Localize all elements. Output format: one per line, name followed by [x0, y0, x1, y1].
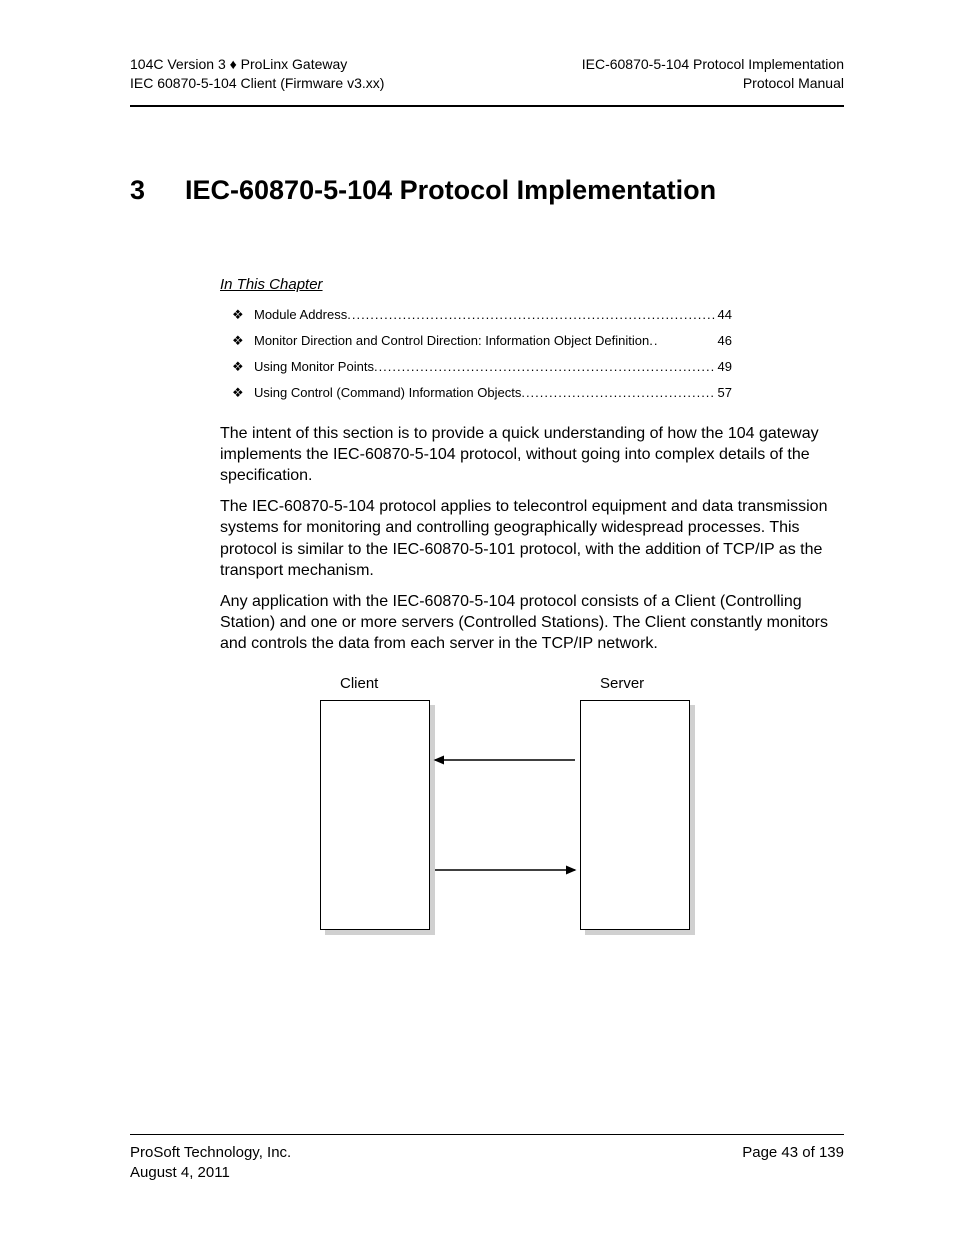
header-left-line1: 104C Version 3 ♦ ProLinx Gateway — [130, 55, 347, 74]
itc-row: ❖Using Monitor Points ..................… — [232, 359, 732, 375]
itc-item-page: 44 — [716, 307, 732, 322]
itc-row: ❖Using Control (Command) Information Obj… — [232, 385, 732, 401]
footer-rule — [130, 1134, 844, 1135]
itc-heading: In This Chapter — [220, 276, 844, 293]
page-header: 104C Version 3 ♦ ProLinx Gateway IEC-608… — [130, 55, 844, 93]
itc-item-label: Monitor Direction and Control Direction:… — [254, 333, 649, 348]
itc-leader-dots: ........................................… — [521, 385, 715, 400]
chapter-number: 3 — [130, 175, 185, 206]
footer-company: ProSoft Technology, Inc. — [130, 1143, 291, 1163]
chapter-block: 3 IEC-60870-5-104 Protocol Implementatio… — [130, 175, 844, 664]
footer-page-number: Page 43 of 139 — [742, 1143, 844, 1163]
diagram-arrows — [310, 670, 690, 950]
header-right-line2: Protocol Manual — [743, 74, 844, 93]
page: 104C Version 3 ♦ ProLinx Gateway IEC-608… — [0, 0, 954, 1235]
itc-bullet-icon: ❖ — [232, 333, 254, 349]
footer-date: August 4, 2011 — [130, 1163, 291, 1183]
paragraph-3: Any application with the IEC-60870-5-104… — [220, 591, 844, 654]
client-server-diagram: Client Server — [310, 670, 690, 950]
itc-leader-dots: ........................................… — [374, 359, 716, 374]
paragraph-1: The intent of this section is to provide… — [220, 423, 844, 486]
itc-item-label: Module Address — [254, 307, 347, 322]
header-rule — [130, 105, 844, 107]
itc-item-label: Using Control (Command) Information Obje… — [254, 385, 521, 400]
body-text: The intent of this section is to provide… — [220, 423, 844, 654]
itc-bullet-icon: ❖ — [232, 359, 254, 375]
itc-row: ❖Module Address ........................… — [232, 307, 732, 323]
paragraph-2: The IEC-60870-5-104 protocol applies to … — [220, 496, 844, 580]
itc-item-page: 49 — [716, 359, 732, 374]
header-left-line2: IEC 60870-5-104 Client (Firmware v3.xx) — [130, 74, 384, 93]
footer-right: Page 43 of 139 — [742, 1143, 844, 1184]
header-right-line1: IEC-60870-5-104 Protocol Implementation — [582, 55, 844, 74]
itc-bullet-icon: ❖ — [232, 307, 254, 323]
itc-leader-dots: .. — [649, 333, 715, 348]
page-footer: ProSoft Technology, Inc. August 4, 2011 … — [130, 1143, 844, 1184]
chapter-title: 3 IEC-60870-5-104 Protocol Implementatio… — [130, 175, 844, 206]
itc-item-label: Using Monitor Points — [254, 359, 374, 374]
in-this-chapter: In This Chapter ❖Module Address ........… — [220, 276, 844, 401]
footer-left: ProSoft Technology, Inc. August 4, 2011 — [130, 1143, 291, 1184]
itc-bullet-icon: ❖ — [232, 385, 254, 401]
chapter-title-text: IEC-60870-5-104 Protocol Implementation — [185, 175, 716, 206]
itc-leader-dots: ........................................… — [347, 307, 715, 322]
itc-item-page: 57 — [716, 385, 732, 400]
itc-list: ❖Module Address ........................… — [232, 307, 844, 401]
itc-row: ❖Monitor Direction and Control Direction… — [232, 333, 732, 349]
itc-item-page: 46 — [716, 333, 732, 348]
